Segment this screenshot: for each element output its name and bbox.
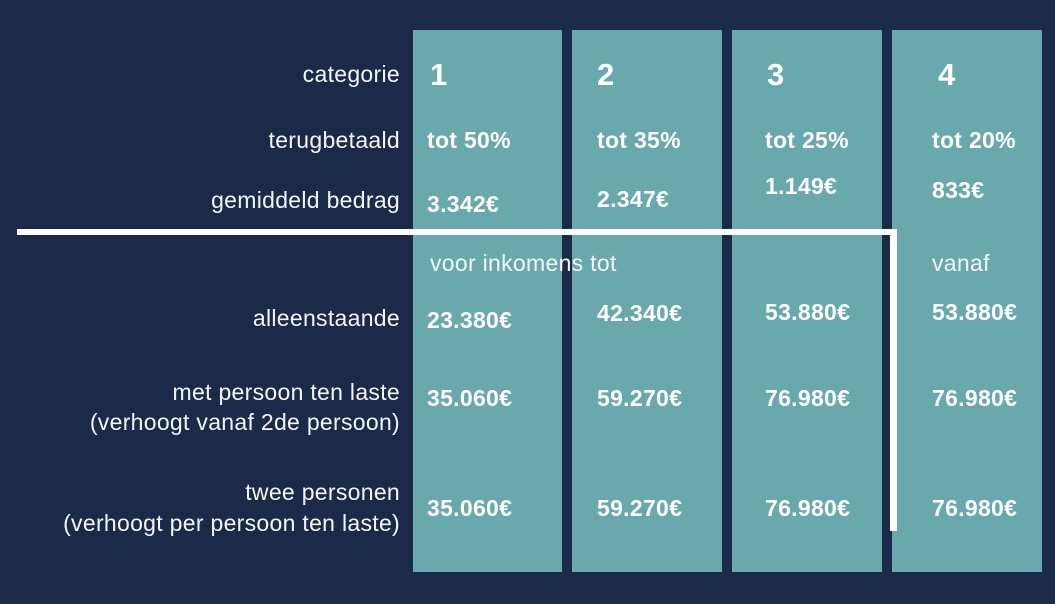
row-label-twee-personen-line1: twee personen: [245, 479, 400, 505]
cell-categorie-1: 1: [430, 57, 448, 92]
cell-gemiddeld-3: 1.149€: [765, 173, 838, 199]
cell-terugbetaald-2: tot 35%: [597, 127, 681, 153]
cell-gemiddeld-4: 833€: [932, 177, 985, 203]
column-category-4: [892, 30, 1042, 572]
cell-twee-personen-2: 59.270€: [597, 495, 683, 521]
column-category-2: [572, 30, 722, 572]
cell-terugbetaald-3: tot 25%: [765, 127, 849, 153]
cell-met-persoon-2: 59.270€: [597, 385, 683, 411]
column-category-1: [413, 30, 562, 572]
cell-twee-personen-1: 35.060€: [427, 495, 513, 521]
row-label-alleenstaande: alleenstaande: [252, 305, 400, 331]
cell-alleenstaande-2: 42.340€: [597, 300, 683, 326]
cell-gemiddeld-1: 3.342€: [427, 191, 500, 217]
row-label-categorie: categorie: [302, 61, 400, 87]
row-label-twee-personen-line2: (verhoogt per persoon ten laste): [63, 510, 400, 536]
column-category-3: [732, 30, 882, 572]
cell-categorie-3: 3: [767, 57, 785, 92]
cell-twee-personen-4: 76.980€: [932, 495, 1018, 521]
cell-alleenstaande-3: 53.880€: [765, 299, 851, 325]
cell-categorie-2: 2: [597, 57, 615, 92]
row-label-gemiddeld-bedrag: gemiddeld bedrag: [211, 187, 400, 213]
cell-twee-personen-3: 76.980€: [765, 495, 851, 521]
row-label-met-persoon-line2: (verhoogt vanaf 2de persoon): [89, 409, 400, 435]
divider-horizontal: [17, 229, 897, 235]
row-label-met-persoon-line1: met persoon ten laste: [172, 379, 400, 405]
cell-alleenstaande-1: 23.380€: [427, 307, 513, 333]
divider-vertical: [890, 229, 897, 531]
cell-terugbetaald-1: tot 50%: [427, 127, 511, 153]
cell-met-persoon-1: 35.060€: [427, 385, 513, 411]
income-note-vanaf: vanaf: [932, 250, 990, 276]
cell-met-persoon-3: 76.980€: [765, 385, 851, 411]
cell-terugbetaald-4: tot 20%: [932, 127, 1016, 153]
cell-met-persoon-4: 76.980€: [932, 385, 1018, 411]
row-label-terugbetaald: terugbetaald: [268, 127, 400, 153]
cell-categorie-4: 4: [938, 57, 956, 92]
cell-gemiddeld-2: 2.347€: [597, 186, 670, 212]
income-note-tot: voor inkomens tot: [430, 250, 617, 276]
cell-alleenstaande-4: 53.880€: [932, 299, 1018, 325]
